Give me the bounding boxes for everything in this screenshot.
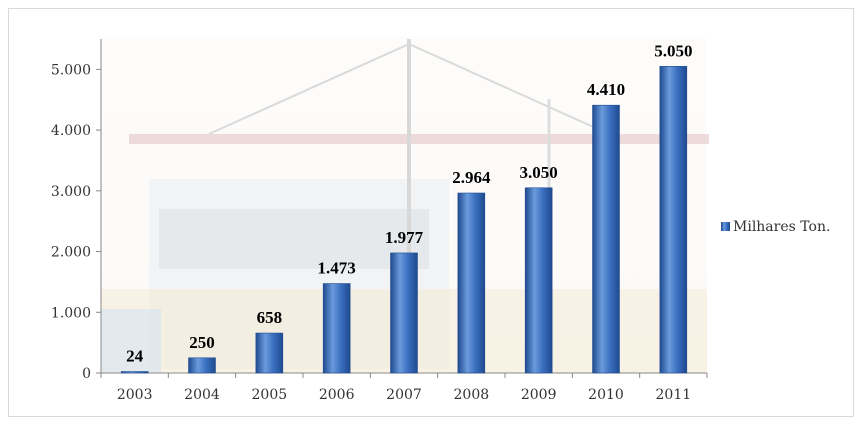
bar-2010 [592, 104, 620, 374]
bar-2004 [188, 357, 216, 374]
data-label-2005: 658 [257, 308, 283, 327]
bar-2008 [457, 192, 486, 374]
legend-swatch [721, 222, 730, 231]
x-tick-label: 2003 [117, 387, 153, 403]
bar-chart: 0 1.000 2.000 3.000 4.000 5.000 2003 2004 2005 20… [51, 37, 830, 403]
x-tick-label: 2011 [656, 387, 692, 403]
x-tick-label: 2007 [386, 387, 422, 403]
data-label-2011: 5.050 [654, 41, 692, 60]
data-label-2008: 2.964 [452, 168, 491, 187]
legend-label: Milhares Ton. [733, 219, 830, 235]
data-label-2006: 1.473 [318, 259, 356, 278]
data-label-2010: 4.410 [587, 80, 625, 99]
data-label-2007: 1.977 [385, 228, 424, 247]
chart-frame: 0 1.000 2.000 3.000 4.000 5.000 2003 2004 2005 20… [8, 8, 854, 417]
data-labels: 24 250 658 1.473 1.977 2.964 3.050 4.410 5.050 [126, 41, 692, 365]
data-label-2009: 3.050 [520, 163, 558, 182]
x-tick-label: 2006 [319, 387, 355, 403]
x-tick-label: 2008 [454, 387, 490, 403]
bar-2011 [659, 66, 688, 374]
bar-2006 [322, 283, 351, 374]
legend: Milhares Ton. [721, 219, 830, 235]
x-tick-label: 2009 [521, 387, 557, 403]
bar-2003 [120, 371, 149, 374]
y-tick-label: 4.000 [51, 123, 91, 139]
y-tick-label: 2.000 [51, 245, 91, 261]
bars [120, 66, 688, 374]
y-tick-label: 3.000 [51, 184, 91, 200]
bar-2009 [524, 187, 553, 374]
y-tick-label: 1.000 [51, 305, 91, 321]
axes: 0 1.000 2.000 3.000 4.000 5.000 2003 2004 2005 20… [51, 39, 708, 403]
bar-2005 [255, 332, 284, 374]
x-tick-label: 2005 [252, 387, 288, 403]
y-tick-label: 0 [82, 366, 91, 382]
x-tick-label: 2010 [588, 387, 624, 403]
y-tick-label: 5.000 [51, 62, 91, 78]
data-label-2004: 250 [189, 333, 215, 352]
x-tick-label: 2004 [184, 387, 220, 403]
bar-2007 [390, 252, 418, 374]
data-label-2003: 24 [126, 347, 144, 366]
